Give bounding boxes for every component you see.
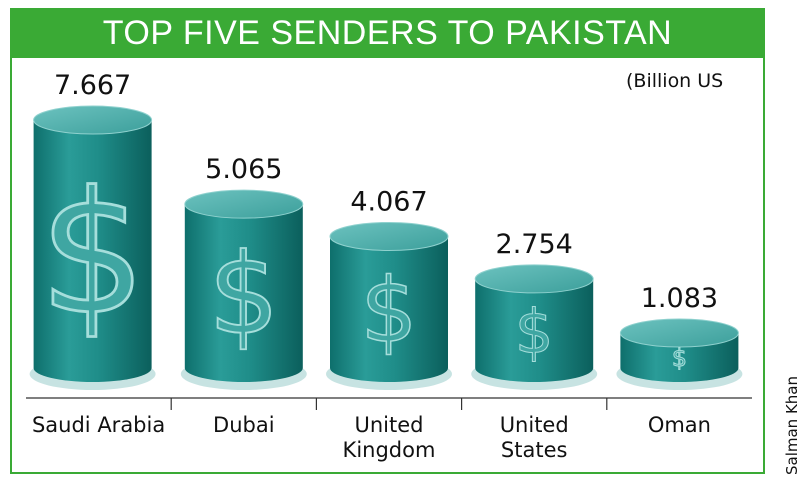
- category-label: Dubai: [213, 413, 275, 437]
- category-label: United: [500, 413, 569, 437]
- category-label: United: [355, 413, 424, 437]
- cylinder-top: [474, 264, 594, 294]
- cylinder-top: [619, 318, 739, 348]
- cylinder-top: [329, 221, 449, 251]
- dollar-icon: $: [515, 297, 554, 367]
- cylinder-top: [184, 189, 304, 219]
- dollar-icon: $: [672, 344, 687, 372]
- bar-3: [475, 278, 594, 382]
- value-label: 2.754: [496, 229, 573, 260]
- value-label: 7.667: [54, 70, 131, 101]
- category-label: Saudi Arabia: [32, 413, 165, 437]
- dollar-icon: $: [208, 231, 279, 360]
- category-label: States: [501, 438, 568, 462]
- dollar-icon: $: [361, 259, 418, 363]
- cylinder-top: [33, 105, 153, 135]
- chart-title: TOP FIVE SENDERS TO PAKISTAN: [102, 14, 673, 52]
- title-bar: [10, 8, 765, 58]
- bar-2: [330, 236, 448, 382]
- unit-note: (Billion US: [626, 70, 724, 92]
- bar-0: [33, 120, 152, 382]
- value-label: 1.083: [641, 283, 718, 314]
- category-label: Oman: [648, 413, 711, 437]
- category-label: Kingdom: [343, 438, 436, 462]
- value-label: 5.065: [205, 154, 282, 185]
- dollar-icon: $: [39, 155, 146, 352]
- value-label: 4.067: [350, 186, 427, 217]
- bar-1: [184, 204, 303, 382]
